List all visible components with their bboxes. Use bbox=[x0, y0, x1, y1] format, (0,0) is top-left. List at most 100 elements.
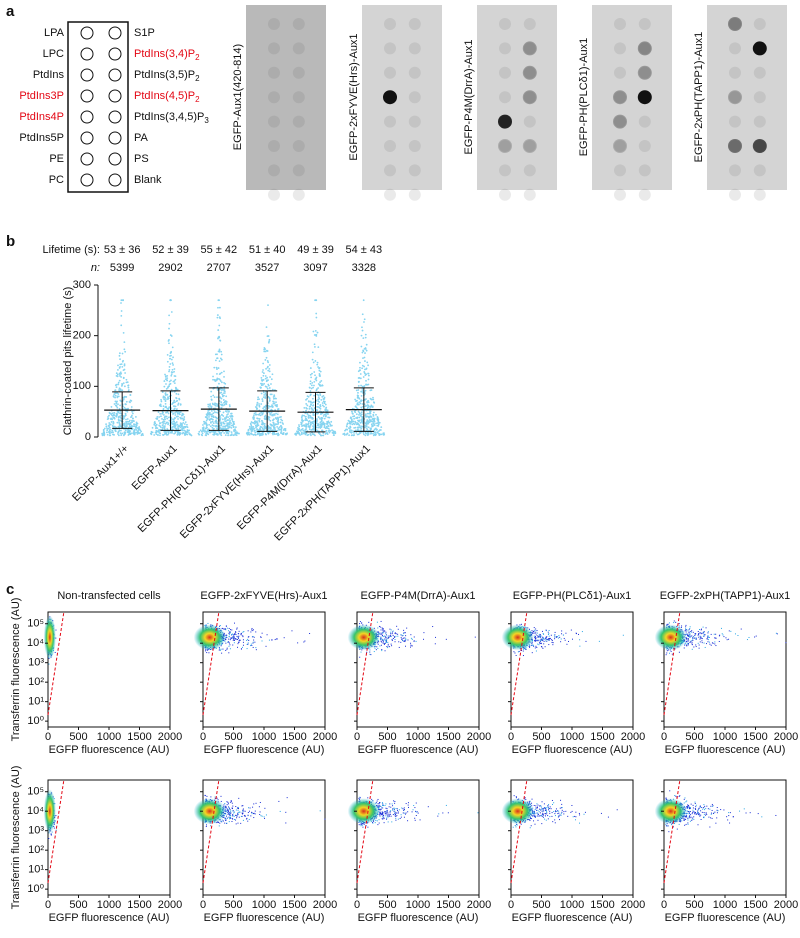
swarm-point bbox=[361, 419, 363, 421]
swarm-point bbox=[262, 400, 264, 402]
swarm-point bbox=[325, 427, 327, 429]
swarm-point bbox=[172, 346, 174, 348]
swarm-point bbox=[312, 428, 314, 430]
x-tick-label: EGFP-P4M(DrrA)-Aux1 bbox=[235, 443, 325, 533]
swarm-point bbox=[163, 408, 165, 410]
swarm-point bbox=[276, 423, 278, 425]
swarm-point bbox=[262, 363, 264, 365]
plot-title: EGFP-2xFYVE(Hrs)-Aux1 bbox=[200, 590, 327, 602]
swarm-point bbox=[315, 317, 317, 319]
swarm-point bbox=[174, 414, 176, 416]
swarm-point bbox=[265, 426, 267, 428]
swarm-point bbox=[317, 332, 319, 334]
swarm-point bbox=[268, 433, 270, 435]
blot-spot bbox=[614, 18, 626, 30]
swarm-point bbox=[256, 420, 258, 422]
swarm-point bbox=[305, 418, 307, 420]
swarm-point bbox=[269, 364, 271, 366]
density-point bbox=[225, 818, 226, 819]
swarm-point bbox=[220, 397, 222, 399]
swarm-point bbox=[368, 421, 370, 423]
value-label: 53 ± 36 bbox=[104, 244, 141, 256]
swarm-point bbox=[181, 415, 183, 417]
density-point bbox=[259, 814, 260, 815]
density-point bbox=[241, 805, 242, 806]
density-point bbox=[392, 632, 393, 633]
swarm-point bbox=[155, 430, 157, 432]
spot-circle bbox=[109, 111, 121, 123]
density-point bbox=[56, 830, 57, 831]
swarm-point bbox=[170, 432, 172, 434]
swarm-point bbox=[359, 362, 361, 364]
swarm-point bbox=[132, 413, 134, 415]
swarm-point bbox=[283, 429, 285, 431]
swarm-point bbox=[207, 410, 209, 412]
swarm-point bbox=[276, 404, 278, 406]
swarm-point bbox=[364, 393, 366, 395]
swarm-point bbox=[209, 419, 211, 421]
density-point bbox=[395, 639, 396, 640]
blot-spot bbox=[268, 18, 280, 30]
density-point bbox=[304, 641, 305, 642]
blot-spot bbox=[293, 140, 305, 152]
swarm-point bbox=[118, 434, 120, 436]
swarm-point bbox=[264, 359, 266, 361]
swarm-point bbox=[168, 369, 170, 371]
y-tick-label: 10⁴ bbox=[27, 805, 44, 817]
swarm-point bbox=[221, 372, 223, 374]
swarm-point bbox=[327, 416, 329, 418]
swarm-point bbox=[176, 400, 178, 402]
swarm-point bbox=[261, 398, 263, 400]
swarm-point bbox=[212, 403, 214, 405]
swarm-point bbox=[357, 434, 359, 436]
density-point bbox=[245, 815, 246, 816]
swarm-point bbox=[180, 426, 182, 428]
density-point bbox=[251, 812, 252, 813]
density-point bbox=[231, 801, 232, 802]
panel-label: b bbox=[6, 233, 15, 250]
swarm-point bbox=[177, 404, 179, 406]
blot-spot bbox=[638, 66, 652, 80]
blot-spot bbox=[638, 90, 652, 104]
swarm-point bbox=[205, 431, 207, 433]
swarm-point bbox=[282, 422, 284, 424]
swarm-point bbox=[305, 399, 307, 401]
swarm-point bbox=[257, 396, 259, 398]
density-point bbox=[248, 640, 249, 641]
x-tick-label: 2000 bbox=[158, 899, 182, 911]
swarm-point bbox=[166, 375, 168, 377]
swarm-point bbox=[333, 434, 335, 436]
density-point bbox=[405, 646, 406, 647]
density-point bbox=[388, 645, 389, 646]
blot-spot bbox=[384, 42, 396, 54]
swarm-point bbox=[256, 403, 258, 405]
swarm-point bbox=[116, 405, 118, 407]
swarm-point bbox=[270, 427, 272, 429]
swarm-point bbox=[209, 432, 211, 434]
swarm-point bbox=[316, 418, 318, 420]
swarm-point bbox=[159, 422, 161, 424]
plot-frame bbox=[203, 780, 325, 895]
swarm-point bbox=[112, 421, 114, 423]
swarm-point bbox=[325, 404, 327, 406]
swarm-point bbox=[219, 432, 221, 434]
density-point bbox=[241, 634, 242, 635]
swarm-point bbox=[115, 430, 117, 432]
swarm-point bbox=[357, 389, 359, 391]
swarm-point bbox=[212, 395, 214, 397]
swarm-point bbox=[159, 405, 161, 407]
x-tick-label: EGFP-2xPH(TAPP1)-Aux1 bbox=[272, 443, 373, 544]
swarm-point bbox=[172, 423, 174, 425]
x-tick-label: 500 bbox=[69, 899, 87, 911]
density-point bbox=[217, 798, 218, 799]
blot bbox=[592, 5, 672, 190]
density-point bbox=[231, 800, 232, 801]
density-point bbox=[242, 813, 243, 814]
swarm-point bbox=[213, 434, 215, 436]
density-point bbox=[235, 638, 236, 639]
blot-spot bbox=[268, 91, 280, 103]
swarm-point bbox=[169, 363, 171, 365]
lipid-label: S1P bbox=[134, 27, 155, 39]
swarm-point bbox=[224, 392, 226, 394]
swarm-point bbox=[153, 424, 155, 426]
